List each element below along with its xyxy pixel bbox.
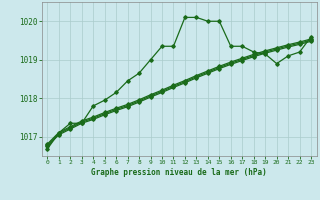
X-axis label: Graphe pression niveau de la mer (hPa): Graphe pression niveau de la mer (hPa) <box>91 168 267 177</box>
